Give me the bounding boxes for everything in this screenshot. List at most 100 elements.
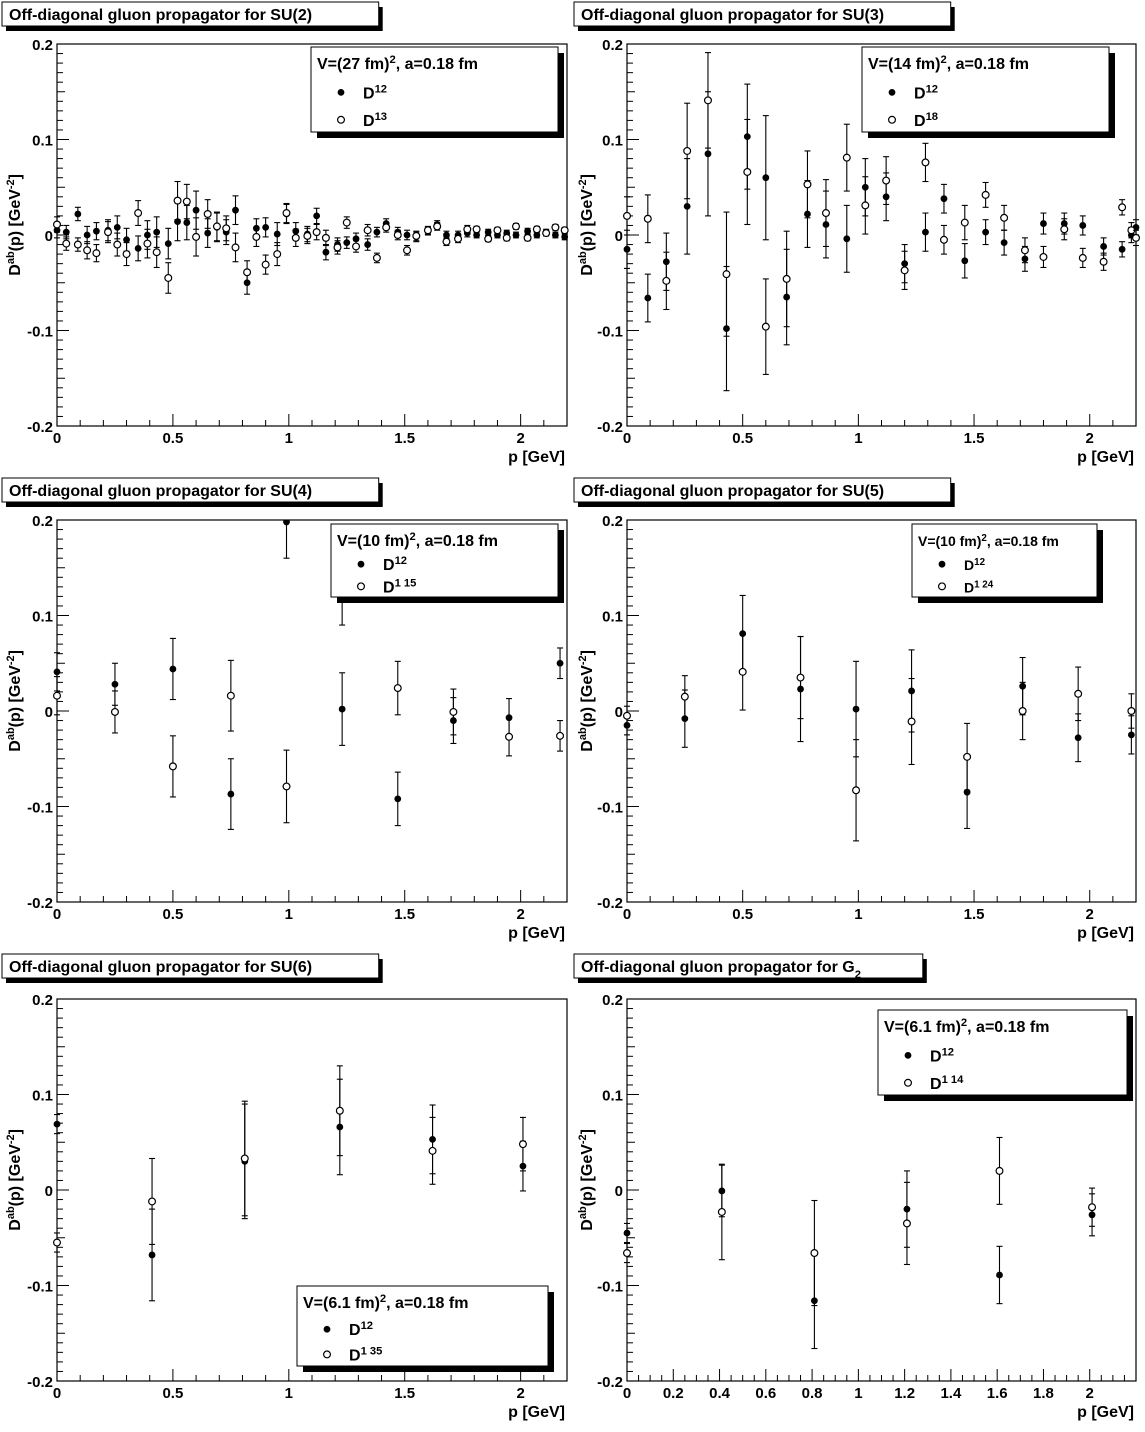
filled-data-point [192, 206, 200, 214]
x-tick-label: 1 [854, 906, 862, 923]
x-tick-label: 1.2 [894, 1385, 915, 1402]
open-data-point [442, 237, 451, 246]
panel-6: Off-diagonal gluon propagator for G2 -0.2… [573, 953, 1137, 1421]
filled-data-point [169, 665, 177, 673]
open-data-point [423, 226, 432, 235]
x-tick-label: 0 [53, 1385, 61, 1402]
open-data-point [164, 273, 173, 282]
x-tick-label: 2 [516, 906, 524, 923]
x-tick-label: 1 [854, 1385, 862, 1402]
x-tick-label: 0 [623, 1385, 631, 1402]
filled-data-point [524, 227, 531, 235]
y-tick-label: -0.2 [27, 419, 53, 436]
open-data-point [882, 176, 891, 185]
legend-entry: D13 [363, 111, 387, 130]
open-data-point [1018, 706, 1027, 715]
x-tick-label: 0.5 [162, 1385, 183, 1402]
legend-marker-open [937, 582, 946, 591]
legend-entry: D1 15 [383, 577, 416, 596]
open-data-point [717, 1207, 726, 1216]
open-data-point [312, 228, 321, 237]
filled-data-point [623, 1229, 631, 1237]
open-data-point [900, 266, 909, 275]
y-tick-label: -0.2 [597, 419, 623, 436]
y-tick-label: -0.1 [27, 324, 53, 341]
filled-data-point [1040, 220, 1047, 227]
open-data-point [449, 707, 458, 716]
title-box [1, 1, 380, 27]
filled-data-point [1127, 731, 1135, 739]
open-data-point [523, 233, 532, 242]
filled-data-point [403, 231, 411, 239]
filled-data-point [1079, 222, 1087, 229]
filled-data-point [183, 219, 191, 226]
open-data-point [703, 96, 712, 105]
y-axis-label: Dab(p) [GeV-2] [5, 650, 24, 752]
filled-data-point [322, 248, 330, 256]
chart-title: Off-diagonal gluon propagator for SU(4) [9, 483, 312, 500]
x-tick-label: 0.2 [663, 1385, 684, 1402]
legend-entry: D1 14 [930, 1074, 964, 1093]
open-data-point [921, 158, 930, 167]
data-layer [52, 520, 565, 830]
open-data-point [542, 229, 551, 238]
open-data-point [1078, 253, 1087, 262]
open-data-point [1099, 257, 1108, 266]
filled-data-point [1100, 243, 1108, 250]
legend-header: V=(14 fm)2, a=0.18 fm [868, 54, 1029, 73]
open-data-point [231, 243, 240, 252]
y-axis-label: Dab(p) [GeV-2] [577, 650, 596, 752]
open-data-point [321, 233, 330, 242]
open-data-point [505, 732, 514, 741]
open-data-point [428, 1146, 437, 1155]
open-data-point [92, 249, 101, 258]
open-data-point [981, 190, 990, 199]
title-box [1, 477, 380, 503]
y-tick-label: 0.2 [602, 513, 623, 530]
open-data-point [226, 691, 235, 700]
y-tick-label: -0.1 [27, 800, 53, 817]
x-tick-label: 2 [1086, 1385, 1094, 1402]
filled-data-point [313, 212, 321, 220]
filled-data-point [1000, 239, 1008, 247]
open-data-point [222, 224, 231, 233]
data-layer [622, 1136, 1097, 1350]
x-tick-label: 0.5 [732, 430, 753, 447]
y-tick-label: 0 [615, 228, 623, 245]
open-data-point [372, 253, 381, 262]
filled-data-point [262, 223, 270, 231]
legend-marker-open [357, 582, 366, 591]
filled-data-point [843, 235, 851, 243]
open-data-point [810, 1249, 819, 1258]
filled-data-point [62, 228, 70, 236]
y-tick-label: -0.2 [597, 895, 623, 912]
y-tick-label: 0.1 [602, 133, 623, 150]
open-data-point [502, 233, 511, 242]
y-tick-label: 0.2 [32, 513, 53, 530]
legend-marker-filled [357, 560, 365, 568]
open-data-point [493, 226, 502, 235]
x-tick-label: 0.5 [162, 430, 183, 447]
x-tick-label: 0.5 [732, 906, 753, 923]
open-data-point [173, 196, 182, 205]
filled-data-point [273, 230, 281, 238]
y-tick-label: -0.1 [597, 800, 623, 817]
open-data-point [182, 197, 191, 206]
open-data-point [963, 752, 972, 761]
title-box [573, 477, 952, 503]
open-data-point [995, 1166, 1004, 1175]
data-layer [622, 52, 1140, 392]
open-data-point [52, 220, 61, 229]
legend-entry: D18 [914, 111, 938, 130]
open-data-point [662, 276, 671, 285]
open-data-point [622, 711, 631, 720]
legend-box [310, 46, 559, 133]
open-data-point [113, 240, 122, 249]
open-data-point [738, 667, 747, 676]
legend-header: V=(27 fm)2, a=0.18 fm [317, 54, 478, 73]
open-data-point [403, 246, 412, 255]
open-data-point [463, 225, 472, 234]
x-tick-label: 1.5 [964, 906, 985, 923]
filled-data-point [704, 150, 712, 158]
